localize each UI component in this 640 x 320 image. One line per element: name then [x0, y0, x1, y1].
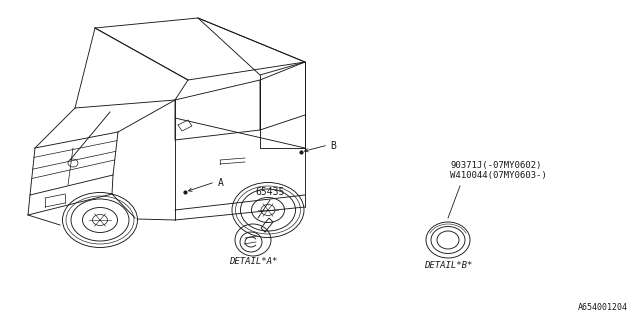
Text: B: B [330, 141, 336, 151]
Text: A654001204: A654001204 [578, 303, 628, 312]
Text: W410044(07MY0603-): W410044(07MY0603-) [450, 171, 547, 180]
Text: DETAIL*A*: DETAIL*A* [229, 257, 277, 266]
Text: A: A [218, 178, 224, 188]
Text: 90371J(-07MY0602): 90371J(-07MY0602) [450, 161, 541, 170]
Text: 65435: 65435 [255, 187, 285, 197]
Text: DETAIL*B*: DETAIL*B* [424, 261, 472, 270]
